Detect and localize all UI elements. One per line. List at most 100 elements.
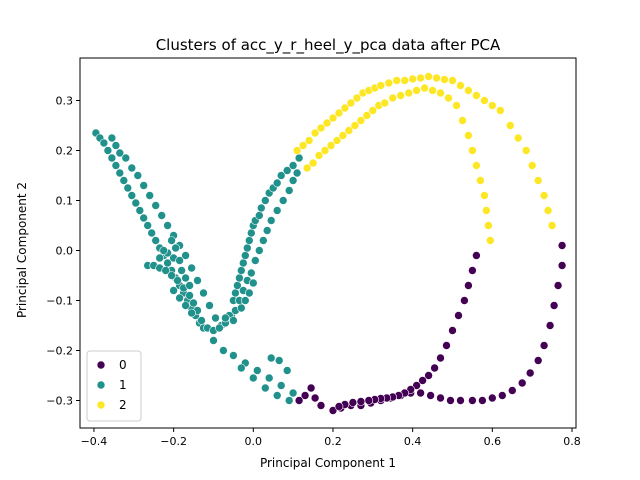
point-series-1-131 [260,383,270,393]
point-series-0-1 [557,261,567,270]
point-series-1-13 [143,221,152,230]
y-axis: −0.3 −0.2 −0.1 0.0 0.1 0.2 0.3 [46,95,80,408]
point-series-1-107 [254,246,264,255]
point-series-2-4 [316,123,326,133]
point-series-2-49 [368,106,378,115]
point-series-1-123 [219,346,228,355]
point-series-1-2 [99,138,109,148]
point-series-2-3 [310,128,320,138]
point-series-0-9 [507,386,517,395]
point-series-1-105 [247,268,256,278]
point-series-2-0 [292,146,302,155]
x-tick-label: −0.2 [160,435,187,448]
point-series-2-68 [484,221,493,230]
point-series-2-37 [547,221,557,230]
point-series-2-42 [326,141,336,150]
point-series-0-47 [364,396,374,405]
y-tick-label: −0.3 [46,395,73,408]
point-series-2-41 [320,146,330,155]
point-series-1-109 [262,226,272,235]
x-axis: −0.4 −0.2 0.0 0.2 0.4 0.6 0.8 [81,428,581,448]
point-series-1-65 [171,243,180,253]
point-series-1-44 [199,288,208,298]
point-series-0-53 [310,393,320,403]
point-series-1-134 [288,388,298,398]
point-series-0-7 [525,368,535,378]
point-series-1-42 [187,263,196,273]
series-1 [91,128,304,405]
point-series-2-43 [332,136,342,145]
point-series-1-97 [282,166,292,175]
point-series-1-91 [256,203,266,213]
point-series-2-48 [362,111,372,120]
point-series-0-2 [553,281,563,290]
point-series-2-17 [400,76,410,85]
y-tick-label: 0.2 [56,145,74,158]
point-series-1-53 [173,276,182,285]
point-series-2-7 [334,108,344,118]
point-series-2-33 [527,161,537,170]
point-series-2-1 [298,141,308,150]
y-tick-label: −0.1 [46,295,73,308]
point-series-1-71 [177,266,186,275]
y-axis-label: Principal Component 2 [15,182,29,318]
point-series-1-122 [209,336,218,345]
point-series-2-56 [420,83,429,93]
point-series-1-6 [115,168,125,178]
point-series-0-55 [300,391,310,400]
point-series-1-76 [181,301,190,310]
point-series-2-9 [346,98,356,108]
point-series-0-38 [418,376,427,385]
point-series-0-17 [426,391,435,400]
point-series-0-36 [430,363,439,373]
point-series-1-81 [235,273,244,283]
point-series-1-111 [272,206,282,215]
point-series-1-43 [193,276,202,285]
point-series-2-8 [340,103,350,113]
point-series-1-99 [294,153,304,163]
legend-marker-0 [96,360,106,370]
point-series-2-23 [448,76,457,85]
point-series-2-63 [468,146,477,155]
point-series-1-90 [254,211,264,220]
point-series-1-129 [237,363,246,373]
point-series-1-128 [276,381,286,390]
point-series-2-59 [444,93,453,103]
x-tick-label: 0.8 [563,435,581,448]
point-series-2-61 [458,116,467,125]
point-series-2-40 [314,151,324,160]
point-series-2-34 [533,176,543,185]
point-series-0-12 [478,396,487,405]
point-series-0-30 [464,281,473,290]
point-series-2-45 [344,126,354,135]
point-series-1-45 [205,301,214,310]
x-tick-label: 0.0 [245,435,263,448]
y-tick-label: 0.0 [56,245,74,258]
point-series-1-120 [229,316,238,325]
legend-marker-2 [96,400,106,410]
point-series-2-60 [452,101,461,110]
point-series-0-34 [442,341,451,350]
point-series-1-69 [159,246,168,255]
point-series-0-11 [487,393,497,403]
point-series-1-130 [249,373,258,383]
point-series-1-5 [111,161,121,170]
point-series-1-35 [145,191,154,200]
legend: 0 1 2 [86,350,142,422]
point-series-1-12 [139,213,148,223]
point-series-1-133 [284,396,294,405]
point-series-2-29 [495,106,505,115]
point-series-1-112 [278,196,288,205]
point-series-2-31 [513,133,523,143]
point-series-1-132 [272,391,282,400]
point-series-2-20 [424,72,433,81]
point-series-1-8 [123,183,133,193]
point-series-2-39 [308,158,318,168]
point-series-1-7 [119,176,129,185]
plot-frame [79,57,577,429]
point-series-1-55 [185,291,194,300]
point-series-0-31 [460,296,469,305]
legend-label-2: 2 [119,398,127,412]
point-series-1-4 [107,153,117,163]
